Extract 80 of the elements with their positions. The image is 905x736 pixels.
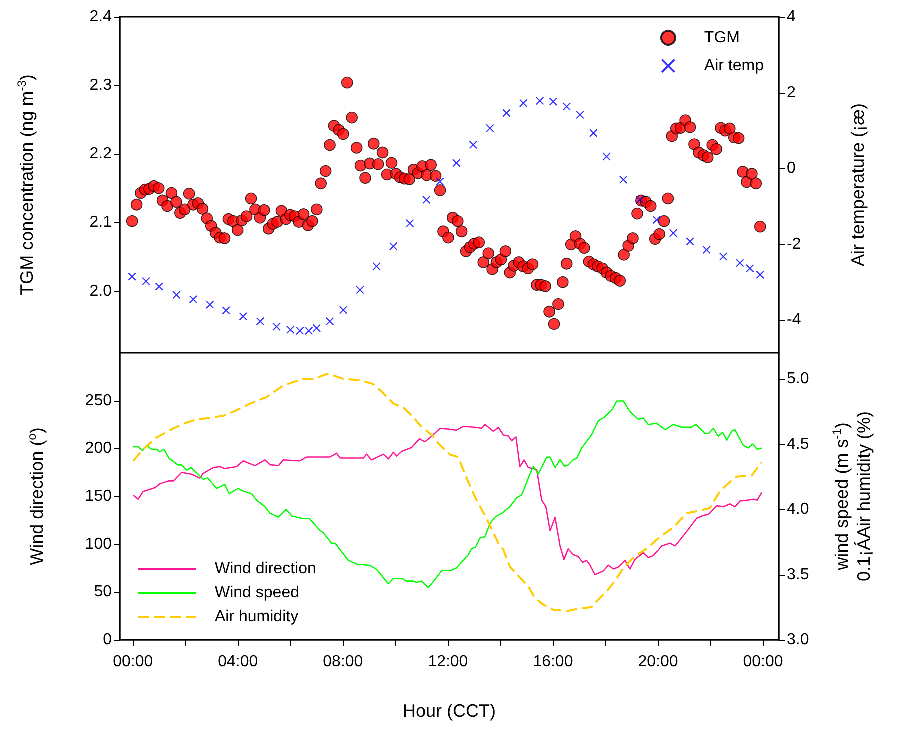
point — [312, 324, 321, 332]
point — [469, 141, 478, 150]
line-series — [132, 424, 763, 576]
point — [602, 152, 611, 161]
point — [652, 216, 661, 224]
x-tick-label: 00:00 — [743, 654, 784, 670]
y2-tick-label: 5.0 — [787, 370, 810, 388]
point — [669, 229, 678, 238]
point — [436, 178, 444, 186]
point — [562, 102, 571, 111]
y-tick-label: 2.1 — [90, 214, 112, 232]
y2-tick-label: -2 — [787, 236, 802, 253]
point — [190, 296, 198, 304]
y2-tick-label: 3.5 — [787, 566, 810, 584]
x-axis-title: Hour (CCT) — [403, 701, 496, 721]
point — [520, 99, 528, 108]
point — [390, 242, 398, 251]
point — [326, 318, 334, 326]
point — [502, 109, 511, 118]
point — [128, 272, 136, 281]
x-tick-label: 20:00 — [638, 654, 678, 670]
point — [590, 129, 598, 138]
point — [720, 252, 728, 261]
point — [620, 176, 628, 184]
point — [142, 277, 150, 286]
point — [536, 97, 544, 106]
y-tick-label: 250 — [85, 392, 112, 410]
point — [486, 124, 494, 132]
point — [222, 306, 230, 315]
point — [372, 262, 381, 271]
y-tick-label: 200 — [85, 440, 112, 458]
point — [736, 259, 744, 268]
x-tick-label: 12:00 — [428, 654, 468, 670]
y-tick-label: 2.0 — [90, 282, 112, 300]
x-tick-label: 00:00 — [113, 654, 154, 670]
legend-label: Air humidity — [215, 608, 299, 626]
y-tick-label: 50 — [94, 584, 112, 601]
point — [702, 246, 711, 254]
y-tick-label: 2.2 — [90, 146, 112, 163]
point — [756, 270, 764, 279]
y2-tick-label: 4.5 — [787, 436, 810, 453]
point — [155, 282, 164, 291]
point — [576, 111, 584, 120]
y-tick-label: 100 — [85, 536, 112, 553]
point — [239, 312, 248, 321]
y-tick-label: 2.4 — [90, 8, 112, 26]
y-tick-label: 0 — [103, 632, 112, 648]
point — [422, 196, 431, 204]
point — [356, 286, 364, 294]
y-tick-label: 150 — [85, 488, 112, 505]
point — [746, 264, 754, 273]
y2-axis-title: Air temperature (¡æ) — [848, 103, 868, 267]
point — [256, 318, 264, 326]
point — [296, 327, 304, 336]
point — [339, 306, 348, 314]
y2-tick-label: -4 — [787, 312, 802, 329]
y2-tick-label: 2 — [787, 84, 796, 102]
y2-tick-label: 3.0 — [787, 632, 810, 648]
x-tick-label: 16:00 — [533, 654, 574, 670]
legend-label: Wind speed — [215, 584, 300, 602]
y-axis-title: Wind direction (o) — [25, 428, 47, 566]
y-axis-title: TGM concentration (ng m-3) — [15, 74, 37, 296]
x-tick-label: 08:00 — [323, 654, 364, 670]
legend-label: Wind direction — [215, 560, 316, 578]
point — [206, 300, 214, 309]
point — [452, 159, 461, 168]
point — [305, 327, 314, 336]
point — [549, 98, 558, 106]
point — [686, 238, 694, 246]
point — [172, 291, 181, 300]
point — [272, 322, 281, 331]
y2-tick-label: 0 — [787, 160, 796, 178]
point — [406, 219, 414, 228]
legend-label: TGM — [704, 30, 740, 46]
x-tick-label: 04:00 — [218, 654, 258, 670]
y-tick-label: 2.3 — [90, 77, 112, 94]
legend-label: Air temp — [704, 58, 764, 74]
point — [286, 326, 295, 334]
y2-tick-label: 4 — [787, 8, 796, 26]
y2-tick-label: 4.0 — [787, 501, 810, 518]
